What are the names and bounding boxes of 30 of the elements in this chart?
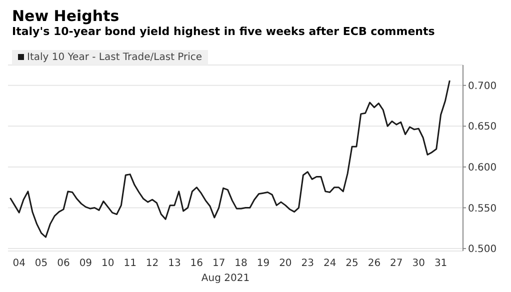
y-tick-label: 0.500	[468, 244, 497, 256]
x-axis-title: Aug 2021	[201, 273, 250, 284]
chart-title: New Heights	[11, 7, 120, 25]
x-tick-label: 24	[323, 258, 336, 270]
y-tick-label: 0.600	[468, 162, 497, 174]
x-tick-label: 05	[34, 258, 48, 270]
x-tick-label: 30	[412, 258, 425, 270]
x-tick-label: 20	[279, 258, 292, 270]
line-series	[9, 80, 450, 238]
x-tick-label: 19	[256, 258, 270, 270]
x-tick-label: 31	[434, 258, 448, 270]
x-tick-label: 10	[102, 258, 114, 270]
x-tick-label: 12	[146, 258, 159, 270]
x-tick-label: 11	[124, 258, 136, 270]
x-tick-label: 06	[57, 258, 70, 270]
y-tick-label: 0.700	[468, 80, 497, 92]
x-tick-label: 18	[234, 258, 248, 270]
x-tick-label: 25	[346, 258, 358, 270]
y-tick-label: 0.550	[468, 203, 497, 214]
chart-subtitle: Italy's 10-year bond yield highest in five weeks after ECB comments	[11, 25, 436, 39]
x-tick-label: 17	[212, 258, 226, 270]
x-tick-label: 13	[168, 258, 181, 270]
x-tick-label: 16	[190, 258, 204, 270]
x-tick-label: 09	[79, 258, 92, 270]
x-tick-label: 26	[368, 258, 381, 270]
x-tick-label: 04	[12, 258, 26, 270]
x-tick-label: 27	[390, 258, 403, 270]
y-tick-label: 0.650	[468, 122, 497, 133]
legend-label: Italy 10 Year - Last Trade/Last Price	[26, 52, 202, 62]
x-tick-label: 23	[301, 258, 314, 270]
